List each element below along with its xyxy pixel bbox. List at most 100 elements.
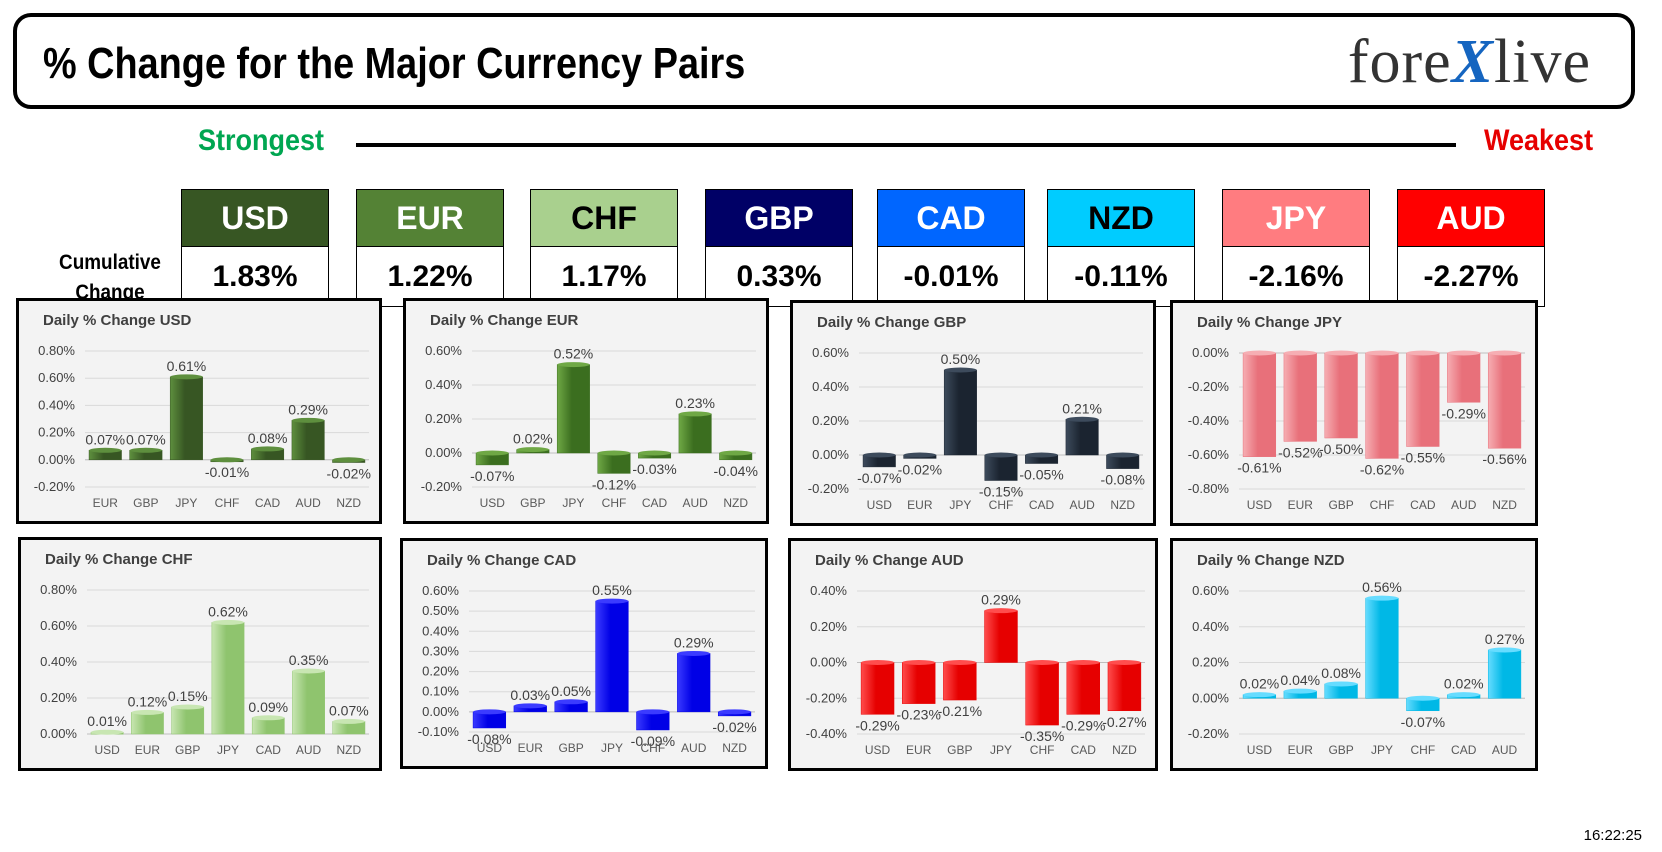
chart-panel-2: Daily % Change GBP -0.20% 0.00% 0.20% 0.40% 0…: [790, 300, 1156, 526]
y-tick-label: -0.10%: [418, 724, 460, 739]
data-label: -0.02%: [898, 461, 942, 477]
x-tick-label: JPY: [949, 498, 971, 512]
x-tick-label: JPY: [175, 496, 197, 510]
x-tick-label: NZD: [722, 741, 747, 755]
currency-code: JPY: [1223, 190, 1369, 247]
y-tick-label: -0.40%: [806, 726, 848, 741]
x-tick-label: NZD: [1112, 743, 1137, 757]
currency-box-aud: AUD -2.27%: [1397, 189, 1545, 307]
data-label: -0.50%: [1319, 441, 1363, 457]
bar-cap: [1065, 416, 1099, 422]
bar-cap: [89, 447, 122, 453]
bar-jpy: [943, 369, 977, 456]
y-tick-label: 0.20%: [38, 425, 75, 440]
y-tick-label: 0.40%: [40, 654, 77, 669]
chart-title: Daily % Change CHF: [45, 551, 193, 568]
bar-cap: [291, 417, 325, 423]
bar-aud: [1065, 419, 1099, 456]
y-tick-label: 0.20%: [810, 619, 847, 634]
data-label: -0.07%: [857, 470, 901, 486]
chart-panel-1: Daily % Change EUR -0.20% 0.00% 0.20% 0.40% 0…: [403, 298, 769, 524]
bar-cad: [1406, 352, 1440, 447]
data-label: 0.07%: [126, 431, 166, 447]
x-tick-label: JPY: [1371, 743, 1393, 757]
x-tick-label: EUR: [1288, 498, 1314, 512]
chart-background: [791, 541, 1155, 768]
y-tick-label: 0.20%: [40, 690, 77, 705]
x-tick-label: GBP: [133, 496, 158, 510]
data-label: 0.21%: [1062, 400, 1102, 416]
data-label: -0.56%: [1482, 451, 1526, 467]
data-label: 0.27%: [1485, 631, 1525, 647]
x-tick-label: EUR: [518, 741, 544, 755]
y-tick-label: 0.00%: [425, 445, 462, 460]
bar-jpy: [595, 600, 629, 713]
data-label: -0.52%: [1278, 444, 1322, 460]
y-tick-label: -0.20%: [808, 481, 850, 496]
bar-cap: [513, 703, 547, 709]
bar-jpy: [556, 364, 590, 454]
currency-box-nzd: NZD -0.11%: [1047, 189, 1195, 307]
data-label: -0.61%: [1237, 460, 1281, 476]
currency-code: USD: [182, 190, 328, 247]
data-label: 0.29%: [674, 634, 714, 650]
bar-cap: [1488, 350, 1521, 356]
y-tick-label: 0.00%: [1192, 345, 1229, 360]
x-tick-label: EUR: [907, 498, 933, 512]
chart-title: Daily % Change NZD: [1197, 552, 1345, 569]
bar-cap: [719, 450, 752, 456]
cumulative-change-value: -0.11%: [1074, 260, 1168, 293]
cumulative-change-value: -2.27%: [1423, 260, 1519, 293]
data-label: 0.52%: [554, 346, 594, 362]
bar-gbp: [943, 662, 977, 701]
bar-usd: [1242, 352, 1277, 457]
y-tick-label: 0.60%: [1192, 583, 1229, 598]
x-tick-label: JPY: [562, 496, 584, 510]
data-label: -0.08%: [1101, 472, 1145, 488]
data-label: 0.02%: [1240, 676, 1280, 692]
x-tick-label: EUR: [906, 743, 932, 757]
bar-aud: [677, 653, 711, 713]
bar-cap: [1365, 595, 1399, 601]
currency-code: CAD: [878, 190, 1024, 247]
currency-box-cad: CAD -0.01%: [877, 189, 1025, 307]
bar-nzd: [1487, 352, 1522, 449]
data-label: -0.02%: [712, 719, 756, 735]
bar-aud: [1487, 649, 1522, 699]
x-tick-label: CAD: [1029, 498, 1055, 512]
chart-title: Daily % Change JPY: [1197, 314, 1342, 331]
data-label: 0.05%: [551, 683, 591, 699]
cumulative-change-value: -0.01%: [903, 260, 999, 293]
bar-cap: [636, 709, 670, 715]
y-tick-label: 0.00%: [812, 447, 849, 462]
data-label: -0.35%: [1020, 728, 1064, 744]
bar-chart: Daily % Change NZD -0.20% 0.00% 0.20% 0.40% 0…: [1173, 541, 1535, 768]
y-tick-label: 0.60%: [38, 370, 75, 385]
x-tick-label: JPY: [990, 743, 1012, 757]
y-tick-label: -0.20%: [1188, 726, 1230, 741]
x-tick-label: GBP: [1328, 743, 1353, 757]
bar-gbp: [1324, 352, 1358, 439]
x-tick-label: GBP: [520, 496, 545, 510]
x-tick-label: AUD: [681, 741, 707, 755]
x-tick-label: NZD: [1110, 498, 1135, 512]
x-tick-label: CHF: [641, 741, 666, 755]
bar-cap: [1243, 692, 1276, 698]
bar-cap: [1025, 452, 1058, 458]
currency-code: AUD: [1398, 190, 1544, 247]
bar-eur: [131, 712, 164, 735]
x-tick-label: CHF: [1030, 743, 1055, 757]
bar-cap: [131, 709, 164, 715]
data-label: 0.02%: [1444, 676, 1484, 692]
bar-eur: [1283, 352, 1317, 442]
bar-cap: [91, 729, 124, 735]
x-tick-label: GBP: [175, 743, 200, 757]
bar-cap: [129, 447, 163, 453]
bar-cap: [1488, 647, 1521, 653]
data-label: -0.27%: [1102, 714, 1146, 730]
forexlive-logo: foreXlive: [1347, 28, 1591, 96]
x-tick-label: CHF: [602, 496, 627, 510]
bar-cap: [251, 446, 284, 452]
bar-chart: Daily % Change USD -0.20% 0.00% 0.20% 0.40% 0…: [19, 301, 379, 521]
data-label: -0.08%: [467, 731, 511, 747]
